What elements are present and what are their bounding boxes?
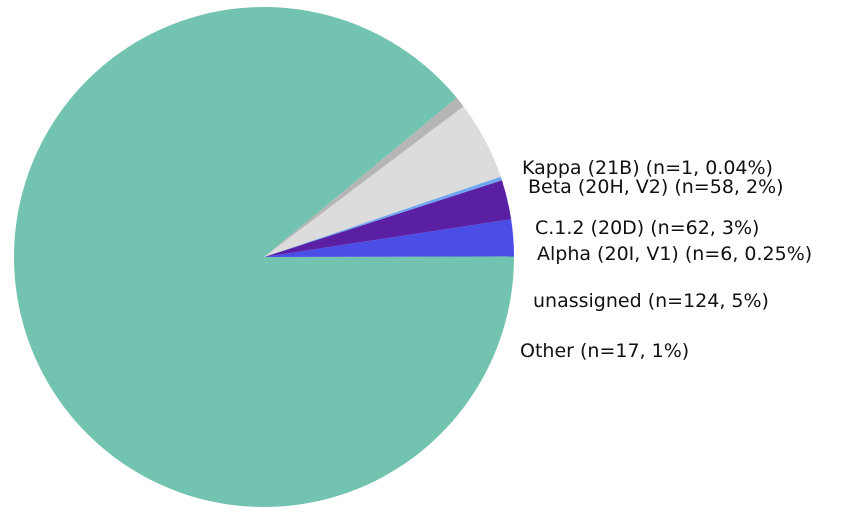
pie-slice-c12 [264, 180, 512, 257]
label-beta: Beta (20H, V2) (n=58, 2%) [528, 176, 784, 198]
pie-slice-kappa [264, 256, 515, 257]
pie-slice-beta [264, 219, 514, 257]
label-alpha: Alpha (20I, V1) (n=6, 0.25%) [537, 243, 812, 265]
pie-slice-other [264, 97, 464, 257]
pie-slices [14, 6, 515, 507]
pie-slice-alpha [264, 176, 502, 257]
pie-slice-unassigned [264, 106, 501, 257]
pie-slice-delta [14, 6, 515, 507]
label-unassigned: unassigned (n=124, 5%) [533, 290, 769, 312]
label-c12: C.1.2 (20D) (n=62, 3%) [535, 217, 759, 239]
label-kappa: Kappa (21B) (n=1, 0.04%) [522, 157, 773, 179]
label-other: Other (n=17, 1%) [520, 340, 689, 362]
pie-labels: Kappa (21B) (n=1, 0.04%) Beta (20H, V2) … [520, 157, 812, 362]
